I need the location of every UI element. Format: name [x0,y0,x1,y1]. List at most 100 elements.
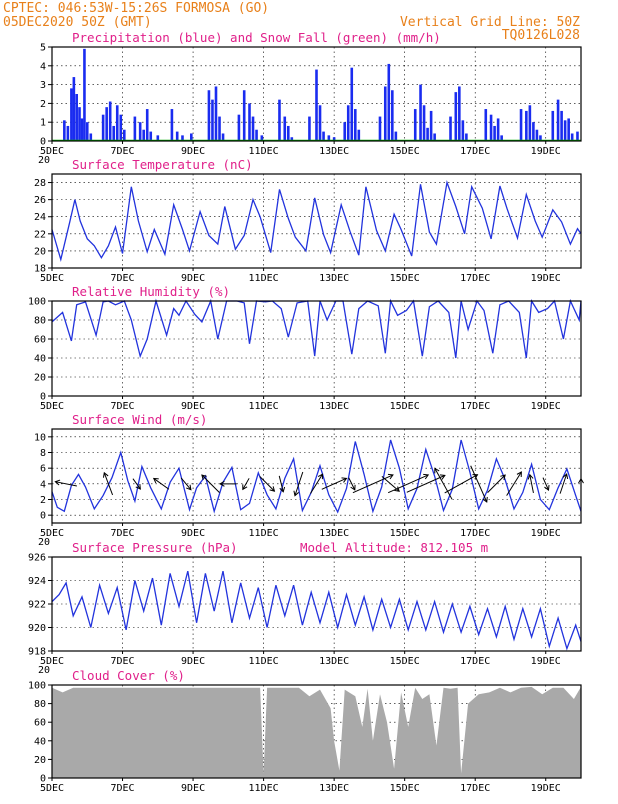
wind-arrow-shaft [242,478,250,490]
y-tick-label: 100 [28,681,46,692]
y-tick-label: 60 [34,718,46,729]
x-tick-label: 13DEC [319,783,349,794]
panel-frame [51,556,582,652]
y-tick-label: 20 [34,246,46,257]
wind-arrow-head [516,471,522,478]
x-tick-label: 9DEC [181,273,205,284]
x-tick-label: 7DEC [110,656,134,667]
x-tick-label: 9DEC [181,656,205,667]
x-tick-label: 11DEC [249,656,279,667]
wind-arrow [527,473,534,494]
precip-bar [567,118,570,141]
x-tick-label: 13DEC [319,273,349,284]
y-tick-label: 10 [34,432,46,443]
y-tick-label: 4 [40,479,46,490]
x-tick-label: 5DEC [40,656,64,667]
wind-arrow-shaft [153,478,170,490]
y-tick-label: 0 [40,511,46,522]
precip-bar [532,122,535,141]
precip-bar [454,92,458,141]
precip-bar [255,129,258,141]
precip-bar [426,127,429,141]
precip-bar [519,109,523,141]
wind-arrow [352,473,394,494]
wind-arrow [310,473,324,494]
panel-5: Cloud Cover (%) 0 20 40 60 80 100 5DEC 7DEC 9DEC 1… [28,668,582,794]
precip-bar [383,86,387,141]
x-tick-label: 11DEC [249,783,279,794]
y-tick-label: 80 [34,699,46,710]
wind-arrow [406,474,446,493]
precip-bar [539,135,542,141]
wind-arrow-head [219,480,225,487]
x-tick-label: 9DEC [181,783,205,794]
wind-arrow [293,471,304,497]
y-tick-label: 4 [40,61,46,72]
x-tick-label: 19DEC [531,401,561,412]
precip-bar [72,77,76,141]
precip-bar [576,131,579,141]
precip-bar [308,116,311,141]
wind-arrow-shaft [529,474,534,494]
precip-bar [419,84,422,141]
wind-arrow-shaft [470,465,488,503]
x-tick-label: 9DEC [181,528,205,539]
precip-bar [458,86,461,141]
precip-bar [551,110,555,141]
precip-bar [413,109,417,141]
precip-bar [286,125,290,141]
x-tick-label: 17DEC [460,146,490,157]
wind-arrow-shaft [559,473,568,494]
panel-4: Surface Pressure (hPa) Model Altitude: 81… [28,540,582,676]
x-tick-label: 19DEC [531,783,561,794]
y-tick-label: 60 [34,335,46,346]
precip-bar [322,131,325,141]
wind-arrow-shaft [444,474,478,494]
precip-bar [80,118,84,141]
wind-arrow-shaft [201,474,220,493]
wind-arrow [132,478,141,490]
wind-arrow [242,478,250,491]
wind-arrow-head [423,473,430,480]
precip-bar [175,131,179,141]
y-tick-label: 8 [40,448,46,459]
wind-arrow [219,480,237,487]
series-line [51,179,582,263]
x-tick-label: 5DEC [40,528,64,539]
precip-bar [70,88,73,141]
x-tick-label: 7DEC [110,528,134,539]
wind-arrow-shaft [506,471,522,496]
wind-arrow-head [434,467,440,474]
wind-arrow-head [152,477,159,484]
panel-frame [51,173,582,269]
wind-arrow-shaft [542,477,549,491]
wind-arrow-head [135,483,141,490]
precip-bar [535,129,539,141]
y-tick-label: 20 [34,373,46,384]
x-tick-label: 13DEC [319,528,349,539]
wind-arrow-shaft [348,477,356,491]
wind-arrow-shaft [434,468,453,500]
wind-arrow-head [500,474,506,480]
precip-bar [119,114,123,141]
panel-3: Surface Wind (m/s) 0 2 4 6 8 10 5DEC 7DEC 9DEC 11D… [34,412,584,548]
header-model-id: TQ0126L028 [502,28,580,43]
precip-bar [122,129,126,141]
x-tick-label: 7DEC [110,146,134,157]
x-tick-label: 15DEC [390,273,420,284]
wind-arrow [54,479,77,487]
wind-arrow-head [439,474,446,480]
precip-bar [525,110,528,141]
x-year-label: 20 [38,665,50,676]
wind-arrow [506,471,522,496]
x-year-label: 20 [38,537,50,548]
panel-title: Surface Temperature (nC) [72,157,253,172]
x-tick-label: 17DEC [460,783,490,794]
precip-bar [433,133,436,141]
wind-arrow-shaft [103,472,114,496]
header-run-time: 05DEC2020 50Z (GMT) [3,15,152,30]
wind-arrow-head [242,484,248,491]
precip-bar [78,107,81,141]
x-tick-label: 19DEC [531,273,561,284]
panel-frame [51,684,582,779]
